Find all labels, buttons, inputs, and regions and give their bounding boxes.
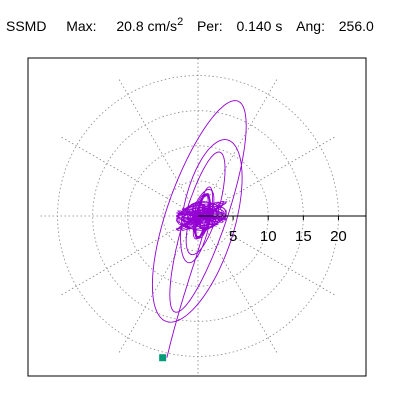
max-unit-exponent: 2 — [177, 16, 184, 28]
radial-axis: 5 10 15 20 — [198, 215, 366, 245]
chart-header: SSMD Max: 20.8 cm/s2 Per: 0.140 s Ang: 2… — [6, 16, 374, 34]
radial-tick-label: 5 — [229, 228, 237, 245]
radial-tick-label: 20 — [330, 228, 347, 245]
motion-trace — [151, 100, 247, 358]
peak-marker — [159, 354, 167, 362]
period-label: Per: — [196, 18, 223, 34]
max-label: Max: — [66, 18, 97, 34]
trace-core — [175, 200, 228, 232]
angle-value: 256.0 — [338, 18, 374, 34]
radial-tick-label: 15 — [295, 228, 312, 245]
angle-label: Ang: — [296, 18, 325, 34]
peak-marker-group — [159, 354, 167, 362]
radial-tick-label: 10 — [260, 228, 277, 245]
period-value: 0.140 s — [236, 18, 283, 34]
station-name: SSMD — [6, 18, 47, 34]
max-value: 20.8 cm/s — [116, 18, 178, 34]
